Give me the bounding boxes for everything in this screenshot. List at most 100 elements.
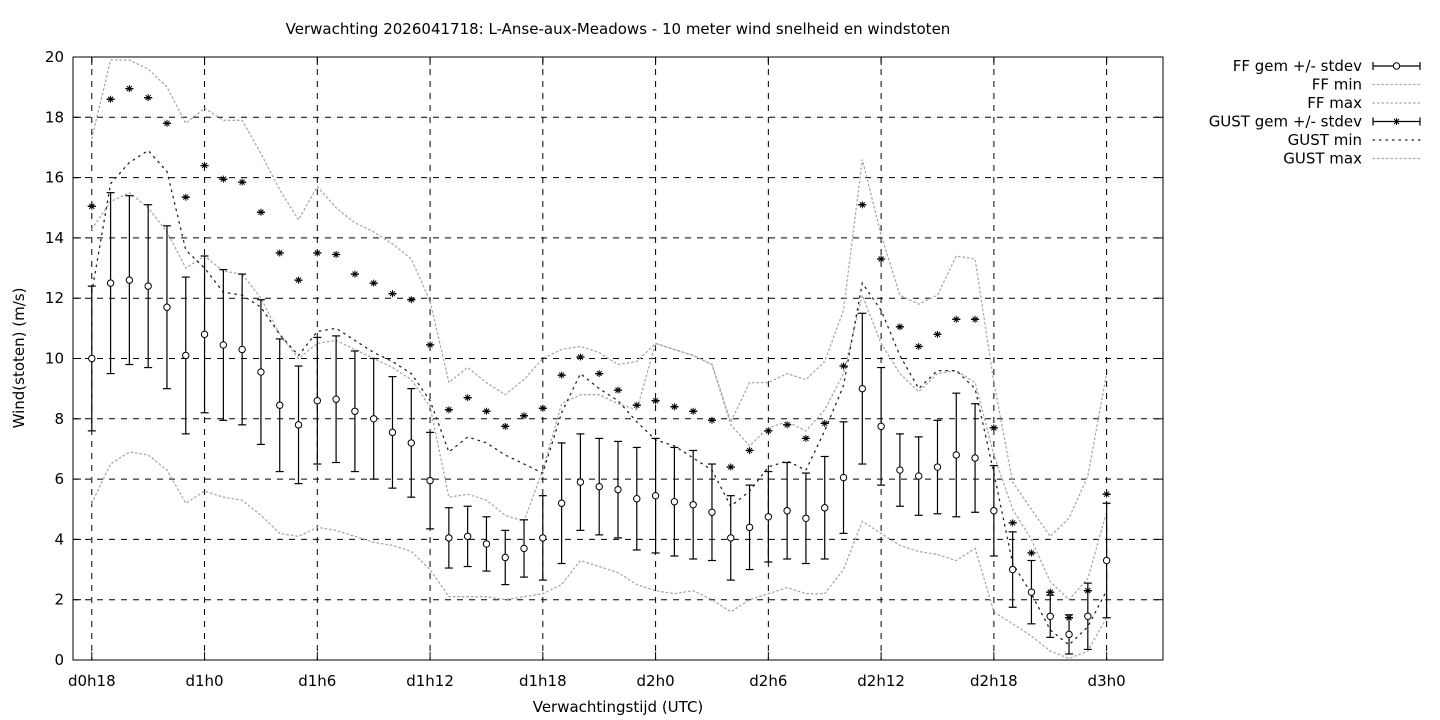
data-point <box>933 463 942 471</box>
data-point <box>576 478 585 486</box>
data-point <box>369 415 378 423</box>
data-point <box>783 421 791 429</box>
x-tick-label: d1h18 <box>519 672 567 690</box>
data-point <box>990 424 998 432</box>
legend-entry: GUST gem +/- stdev <box>1209 113 1421 131</box>
data-point <box>219 175 227 183</box>
data-point <box>1009 519 1017 527</box>
data-point <box>952 451 960 459</box>
data-point <box>1027 549 1035 557</box>
data-point <box>915 342 923 350</box>
data-point <box>652 397 660 405</box>
data-point <box>144 282 152 290</box>
data-point <box>313 397 322 405</box>
data-point <box>88 354 96 363</box>
data-point <box>745 523 754 532</box>
x-tick-label: d2h18 <box>970 672 1018 690</box>
data-point <box>1046 588 1054 596</box>
data-point <box>971 454 979 462</box>
data-point <box>1084 587 1092 595</box>
legend-entry: GUST min <box>1288 131 1421 149</box>
data-point <box>727 534 735 542</box>
data-point <box>539 534 547 542</box>
data-point <box>802 514 810 522</box>
grid <box>73 57 1163 660</box>
x-axis-label: Verwachtingstijd (UTC) <box>533 698 704 716</box>
series-ff-gem-stdev <box>87 192 1111 655</box>
x-tick-label: d1h0 <box>185 672 223 690</box>
data-point <box>1065 630 1073 639</box>
series-line <box>91 191 1108 601</box>
data-point <box>670 403 678 411</box>
legend-label: FF max <box>1307 94 1362 112</box>
data-point <box>1065 614 1073 622</box>
data-point <box>219 341 228 349</box>
data-point <box>445 406 453 414</box>
data-point <box>576 353 584 361</box>
data-point <box>1084 612 1092 620</box>
legend-label: GUST gem +/- stdev <box>1209 113 1362 131</box>
x-tick-label: d2h0 <box>637 672 675 690</box>
y-axis-label: Wind(stoten) (m/s) <box>10 288 28 429</box>
data-point <box>182 351 190 360</box>
legend-label: GUST min <box>1288 131 1362 149</box>
data-point <box>1027 588 1036 596</box>
data-point <box>1103 490 1111 498</box>
data-point <box>1008 565 1017 574</box>
chart-title: Verwachting 2026041718: L-Anse-aux-Meado… <box>286 20 951 38</box>
data-point <box>614 386 622 394</box>
data-point <box>689 407 697 415</box>
legend-label: FF min <box>1312 76 1362 94</box>
data-point <box>463 532 472 541</box>
x-tick-label: d0h18 <box>68 672 116 690</box>
data-point <box>426 476 434 485</box>
data-point <box>426 341 434 349</box>
series-gust-max <box>91 59 1108 538</box>
data-point <box>501 553 509 562</box>
y-tick-label: 14 <box>45 229 64 247</box>
legend-label: FF gem +/- stdev <box>1233 57 1362 75</box>
data-point <box>106 279 115 287</box>
data-point <box>821 419 829 427</box>
data-point <box>896 323 904 331</box>
data-point <box>257 208 265 216</box>
data-point <box>633 401 641 409</box>
data-point <box>482 540 491 548</box>
data-point <box>840 362 848 370</box>
y-tick-label: 0 <box>54 651 64 669</box>
data-point <box>914 472 923 480</box>
data-point <box>182 193 190 201</box>
data-point <box>727 463 735 471</box>
legend-entry: FF min <box>1312 76 1421 94</box>
data-point <box>858 384 867 393</box>
data-point <box>313 249 321 257</box>
legend-label: GUST max <box>1283 150 1362 168</box>
data-point <box>689 501 697 509</box>
data-point <box>163 119 171 127</box>
data-point <box>351 407 359 415</box>
data-point <box>764 513 773 521</box>
legend-swatch-marker <box>1392 62 1401 70</box>
data-point <box>201 162 209 170</box>
data-point <box>501 422 509 430</box>
data-point <box>332 250 340 258</box>
data-point <box>708 416 716 424</box>
data-point <box>295 276 303 284</box>
data-point <box>595 370 603 378</box>
data-point <box>614 485 622 494</box>
data-point <box>88 202 96 210</box>
data-point <box>558 371 566 379</box>
data-point <box>200 330 209 339</box>
data-point <box>125 85 133 93</box>
data-point <box>651 491 660 500</box>
series-ff-max <box>91 191 1108 601</box>
data-point <box>1046 612 1054 620</box>
data-point <box>896 466 904 474</box>
y-tick-label: 6 <box>54 470 64 488</box>
data-point <box>933 330 941 338</box>
data-point <box>388 428 397 437</box>
legend-entry: FF gem +/- stdev <box>1233 57 1421 75</box>
